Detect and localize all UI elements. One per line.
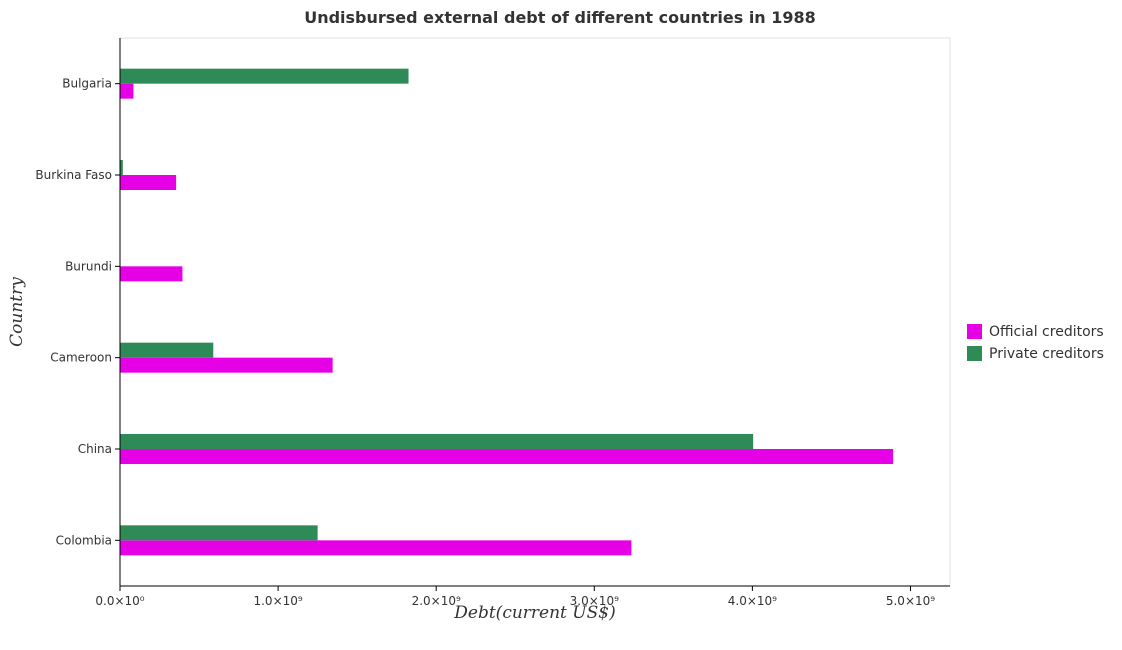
plot-area <box>119 37 951 587</box>
bar-private-colombia <box>120 525 318 541</box>
x-tick-label-0: 0.0×10⁰ <box>95 594 144 608</box>
bar-private-china <box>120 434 754 449</box>
bar-official-bulgaria <box>120 83 134 99</box>
x-tick-label-2: 2.0×10⁹ <box>412 594 461 608</box>
bar-private-bulgaria <box>120 68 409 84</box>
x-tick-label-5: 5.0×10⁹ <box>886 594 935 608</box>
legend-label-private-creditors: Private creditors <box>989 346 1104 362</box>
bar-official-china <box>120 449 894 464</box>
x-tick-label-3: 3.0×10⁹ <box>570 594 619 608</box>
legend-label-official-creditors: Official creditors <box>989 324 1104 340</box>
bar-official-burundi <box>120 266 183 282</box>
y-tick-label-china: China <box>78 442 112 456</box>
chart-title: Undisbursed external debt of different c… <box>304 8 816 27</box>
legend: Official creditors Private creditors <box>967 324 1104 362</box>
y-tick-label-bulgaria: Bulgaria <box>62 77 112 91</box>
bar-official-burkina-faso <box>120 175 177 190</box>
y-tick-label-burundi: Burundi <box>65 259 112 273</box>
bar-official-cameroon <box>120 357 333 373</box>
y-tick-label-cameroon: Cameroon <box>50 351 112 365</box>
y-tick-label-burkina-faso: Burkina Faso <box>35 168 112 182</box>
x-tick-label-1: 1.0×10⁹ <box>253 594 302 608</box>
x-tick-label-4: 4.0×10⁹ <box>728 594 777 608</box>
x-axis-label: Debt(current US$) <box>453 603 615 623</box>
y-axis-label: Country <box>7 277 27 347</box>
bar-private-cameroon <box>120 342 214 358</box>
y-axis: Bulgaria Burkina Faso Burundi Cameroon China… <box>35 38 121 586</box>
bar-official-colombia <box>120 540 632 556</box>
legend-swatch-official-creditors <box>967 324 982 339</box>
y-tick-label-colombia: Colombia <box>56 533 112 547</box>
bars <box>120 68 894 556</box>
legend-swatch-private-creditors <box>967 346 982 361</box>
x-axis: 0.0×10⁰ 1.0×10⁹ 2.0×10⁹ 3.0×10⁹ 4.0×10⁹ 5.0×1… <box>95 585 950 608</box>
bar-private-burkina-faso <box>120 160 123 175</box>
